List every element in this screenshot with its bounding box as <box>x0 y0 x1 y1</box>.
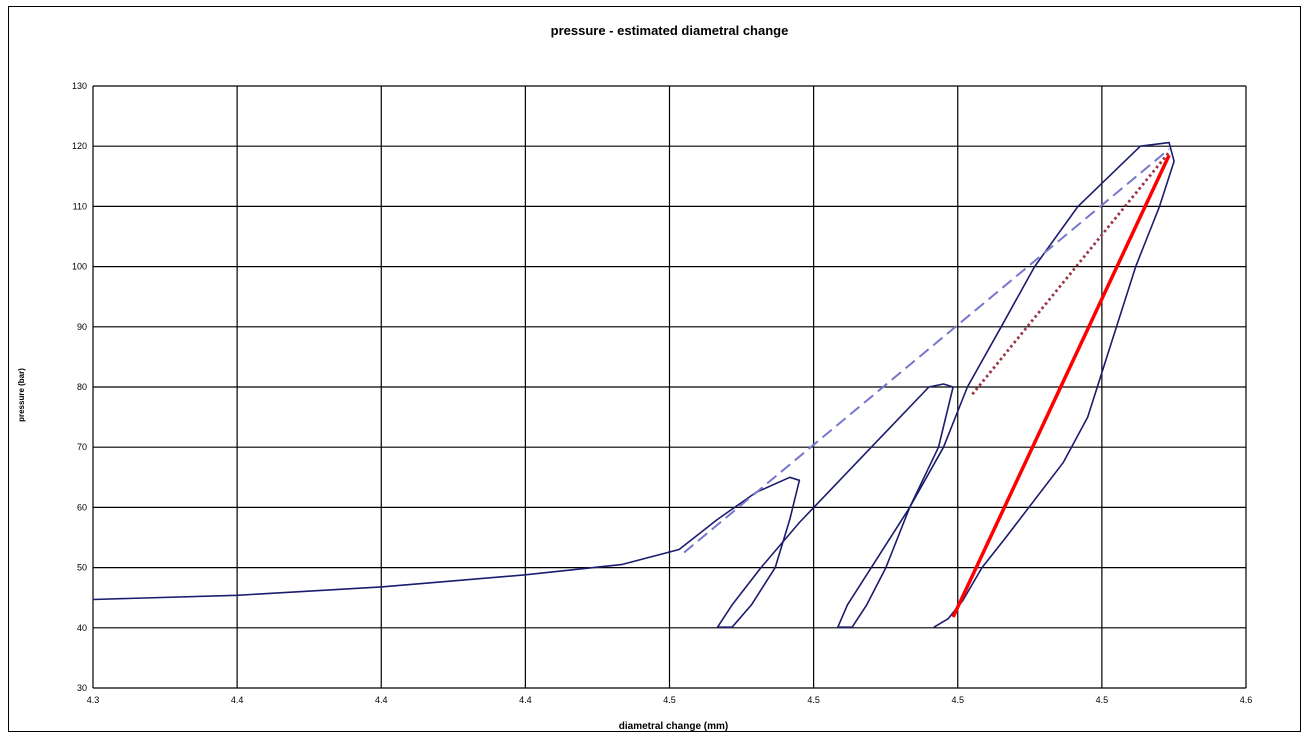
series-red-line <box>951 154 1171 618</box>
chart-svg: pressure - estimated diametral change pr… <box>17 23 1252 732</box>
x-tick-label: 4.5 <box>1096 695 1109 705</box>
x-tick-label: 4.4 <box>231 695 244 705</box>
x-tick-label: 4.4 <box>375 695 388 705</box>
grid <box>92 85 1247 689</box>
x-tick-label: 4.5 <box>807 695 820 705</box>
y-tick-label: 120 <box>72 141 87 151</box>
x-tick-label: 4.5 <box>951 695 964 705</box>
x-tick-label: 4.6 <box>1240 695 1253 705</box>
x-tick-label: 4.3 <box>87 695 100 705</box>
chart-title: pressure - estimated diametral change <box>551 23 789 38</box>
x-tick-label: 4.4 <box>519 695 532 705</box>
y-tick-label: 60 <box>77 502 87 512</box>
series-dashed-line <box>683 148 1170 554</box>
series <box>92 141 1175 629</box>
y-tick-label: 110 <box>73 201 87 211</box>
y-tick-label: 100 <box>72 262 87 272</box>
series-hysteresis-curve <box>92 141 1175 629</box>
series-dotted-line <box>971 151 1171 396</box>
chart-frame: pressure - estimated diametral change pr… <box>8 6 1301 732</box>
tick-labels: 30 40 50 60 70 80 90 100 110 120 130 4.3 4.4 4.4 4.4 4.… <box>72 81 1252 705</box>
y-tick-label: 30 <box>77 683 87 693</box>
y-tick-label: 70 <box>77 442 87 452</box>
y-axis-label: pressure (bar) <box>17 368 26 422</box>
x-tick-label: 4.5 <box>663 695 676 705</box>
x-axis-label: diametral change (mm) <box>619 721 728 732</box>
y-tick-label: 80 <box>77 382 87 392</box>
y-tick-label: 90 <box>77 322 87 332</box>
y-tick-label: 40 <box>77 623 87 633</box>
y-tick-label: 130 <box>72 81 87 91</box>
y-tick-label: 50 <box>77 563 87 573</box>
